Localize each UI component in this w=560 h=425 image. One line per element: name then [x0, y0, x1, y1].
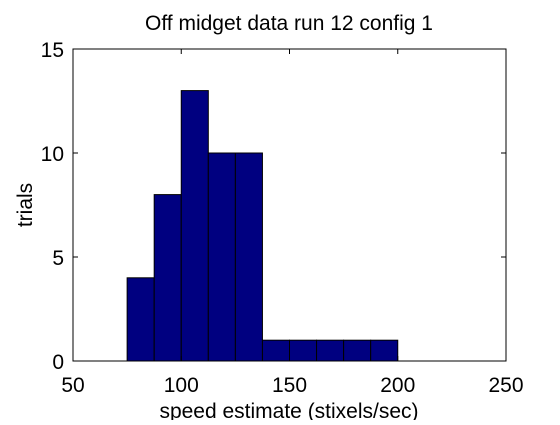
x-axis-label: speed estimate (stixels/sec) — [159, 400, 418, 420]
bar-7 — [289, 339, 318, 362]
x-tick-label: 200 — [380, 374, 415, 397]
bar-3 — [180, 90, 209, 362]
x-tick-label: 100 — [164, 374, 199, 397]
bars-group — [126, 90, 399, 362]
chart-title: Off midget data run 12 config 1 — [145, 12, 433, 35]
bar-6 — [261, 339, 290, 362]
x-tick-label: 150 — [272, 374, 307, 397]
y-tick-label: 0 — [52, 351, 64, 374]
bar-4 — [207, 152, 236, 362]
bar-5 — [234, 152, 263, 362]
x-tick-label: 50 — [61, 374, 84, 397]
bar-1 — [126, 277, 155, 362]
y-tick-label: 10 — [41, 143, 64, 166]
bar-2 — [153, 194, 182, 362]
y-tick-label: 15 — [41, 39, 64, 62]
ticks-group: 50 100 150 200 250 0 5 10 15 — [41, 39, 524, 397]
y-tick-label: 5 — [52, 247, 64, 270]
y-axis-label: trials — [14, 183, 37, 227]
bar-8 — [316, 339, 345, 362]
bar-9 — [343, 339, 372, 362]
x-tick-label: 250 — [488, 374, 523, 397]
bar-10 — [370, 339, 399, 362]
